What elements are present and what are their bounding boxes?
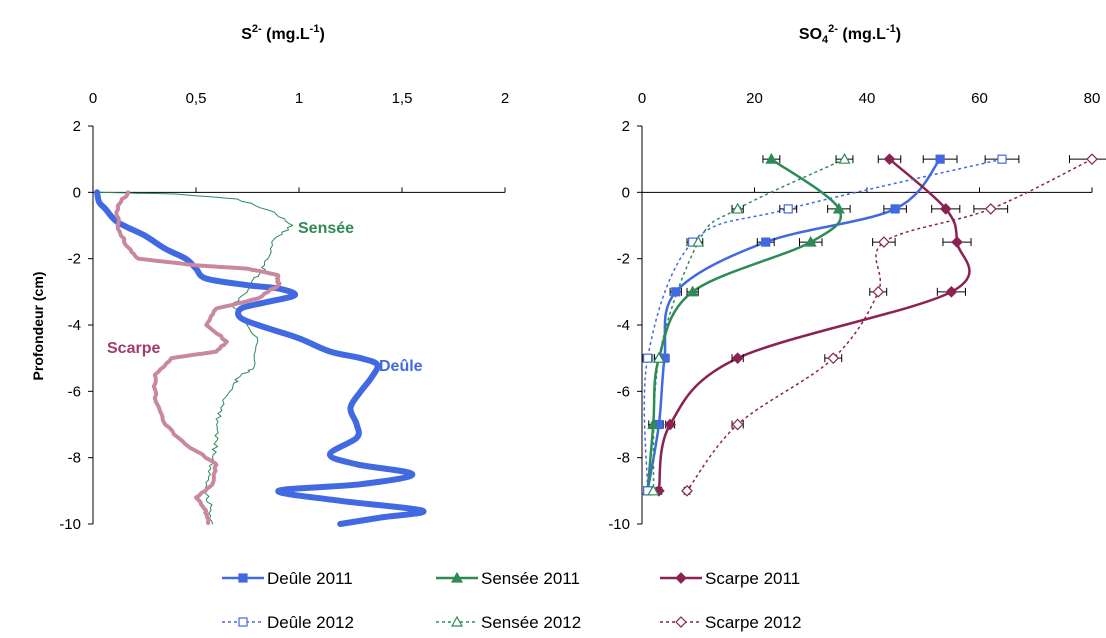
sulfate-x-tick-label: 40: [859, 90, 876, 107]
y-axis-label: Profondeur (cm): [30, 272, 46, 381]
legend: Deûle 2011 Sensée 2011 Scarpe 2011 Deûle 20…: [222, 569, 801, 632]
sulfate-x-tick-label: 60: [971, 90, 988, 107]
profile-line-deûle: [94, 189, 427, 527]
sulfide-chart-title: S2- (mg.L-1): [241, 23, 325, 43]
sulfide-x-tick-label: 1,5: [392, 90, 413, 107]
sulfide-x-tick-label: 0,5: [186, 90, 207, 107]
sulfate-y-tick-label: -8: [617, 450, 630, 467]
data-point-sens-e-2012: [731, 202, 744, 214]
data-point-scarpe-2012: [827, 352, 840, 365]
data-point-scarpe-2011: [939, 203, 952, 215]
legend-label: Deûle 2012: [267, 613, 354, 632]
data-point-scarpe-2011: [664, 418, 676, 431]
data-point-de-le-2011: [671, 287, 681, 297]
data-point-scarpe-2012: [878, 236, 890, 248]
sulfide-x-tick-label: 2: [501, 90, 509, 107]
data-point-de-le-2011: [890, 204, 900, 214]
legend-swatch-marker: [238, 573, 248, 583]
data-point-scarpe-2012: [681, 484, 693, 497]
data-point-sens-e-2012: [838, 152, 851, 164]
legend-label: Sensée 2012: [481, 613, 581, 632]
sulfate-x-tick-label: 20: [746, 90, 763, 107]
data-point-scarpe-2011: [945, 285, 958, 298]
data-point-de-le-2012: [783, 204, 793, 214]
data-point-scarpe-2011: [883, 153, 896, 166]
data-point-sens-e-2011: [832, 202, 845, 214]
legend-item-sens-e-2011: Sensée 2011: [436, 569, 580, 588]
sulfate-y-tick-label: -4: [617, 317, 630, 334]
data-point-scarpe-2012: [1086, 153, 1098, 166]
legend-label: Scarpe 2012: [705, 613, 801, 632]
legend-item-sens-e-2012: Sensée 2012: [436, 613, 581, 632]
annotation-deûle: Deûle: [379, 358, 423, 375]
sulfide-y-tick-label: 2: [73, 118, 81, 135]
legend-swatch-marker: [675, 572, 687, 584]
series-line-sens-e-2012: [652, 158, 845, 491]
data-point-scarpe-2011: [951, 236, 963, 248]
sulfate-y-tick-label: -10: [608, 516, 630, 533]
sulfide-y-tick-label: 0: [73, 184, 81, 201]
profile-line-sensée: [98, 191, 294, 525]
sulfide-y-tick-label: -10: [59, 516, 81, 533]
sulfide-y-tick-label: -6: [68, 383, 81, 400]
legend-label: Sensée 2011: [481, 569, 580, 588]
data-point-de-le-2012: [643, 353, 653, 363]
data-point-sens-e-2012: [647, 484, 660, 496]
legend-item-scarpe-2011: Scarpe 2011: [660, 569, 800, 588]
sulfide-y-tick-label: -2: [68, 251, 81, 268]
data-point-sens-e-2011: [765, 152, 778, 164]
sulfide-x-tick-label: 0: [89, 90, 97, 107]
legend-item-de-le-2012: Deûle 2012: [222, 613, 354, 632]
data-point-scarpe-2011: [731, 352, 744, 365]
annotation-scarpe: Scarpe: [107, 340, 160, 357]
legend-swatch-marker: [450, 571, 464, 583]
sulfide-y-tick-label: -8: [68, 450, 81, 467]
sulfate-y-tick-label: -2: [617, 251, 630, 268]
profile-line-scarpe: [114, 190, 282, 526]
legend-swatch-marker: [238, 617, 248, 627]
data-point-sens-e-2012: [652, 351, 665, 363]
series-line-sens-e-2011: [646, 158, 842, 491]
sulfate-y-tick-label: -6: [617, 383, 630, 400]
series-line-de-le-2012: [643, 158, 1003, 491]
sulfate-y-tick-label: 2: [622, 118, 630, 135]
sulfate-y-tick-label: 0: [622, 184, 630, 201]
legend-swatch-marker: [450, 615, 464, 627]
data-point-sens-e-2011: [647, 418, 660, 430]
data-point-sens-e-2011: [686, 285, 699, 297]
annotation-sensée: Sensée: [298, 220, 354, 237]
legend-swatch-marker: [675, 616, 687, 628]
sulfide-y-tick-label: -4: [68, 317, 81, 334]
data-point-de-le-2011: [935, 154, 945, 164]
legend-item-de-le-2011: Deûle 2011: [222, 569, 353, 588]
sulfate-x-tick-label: 0: [638, 90, 646, 107]
data-point-de-le-2012: [997, 154, 1007, 164]
data-point-scarpe-2012: [984, 203, 997, 215]
data-point-sens-e-2012: [692, 235, 705, 247]
legend-label: Deûle 2011: [267, 569, 353, 588]
legend-item-scarpe-2012: Scarpe 2012: [660, 613, 801, 632]
data-point-sens-e-2011: [804, 235, 817, 247]
data-point-scarpe-2012: [872, 285, 885, 298]
sulfate-x-tick-label: 80: [1084, 90, 1101, 107]
series-line-scarpe-2011: [657, 158, 971, 492]
data-point-de-le-2011: [761, 237, 771, 247]
sulfide-chart: S2- (mg.L-1) Profondeur (cm) 0 0,5 1 1,5 220…: [30, 23, 509, 533]
legend-label: Scarpe 2011: [705, 569, 800, 588]
sulfide-x-tick-label: 1: [295, 90, 303, 107]
data-point-scarpe-2012: [731, 418, 744, 431]
sulfate-chart-title: SO42- (mg.L-1): [799, 23, 901, 46]
